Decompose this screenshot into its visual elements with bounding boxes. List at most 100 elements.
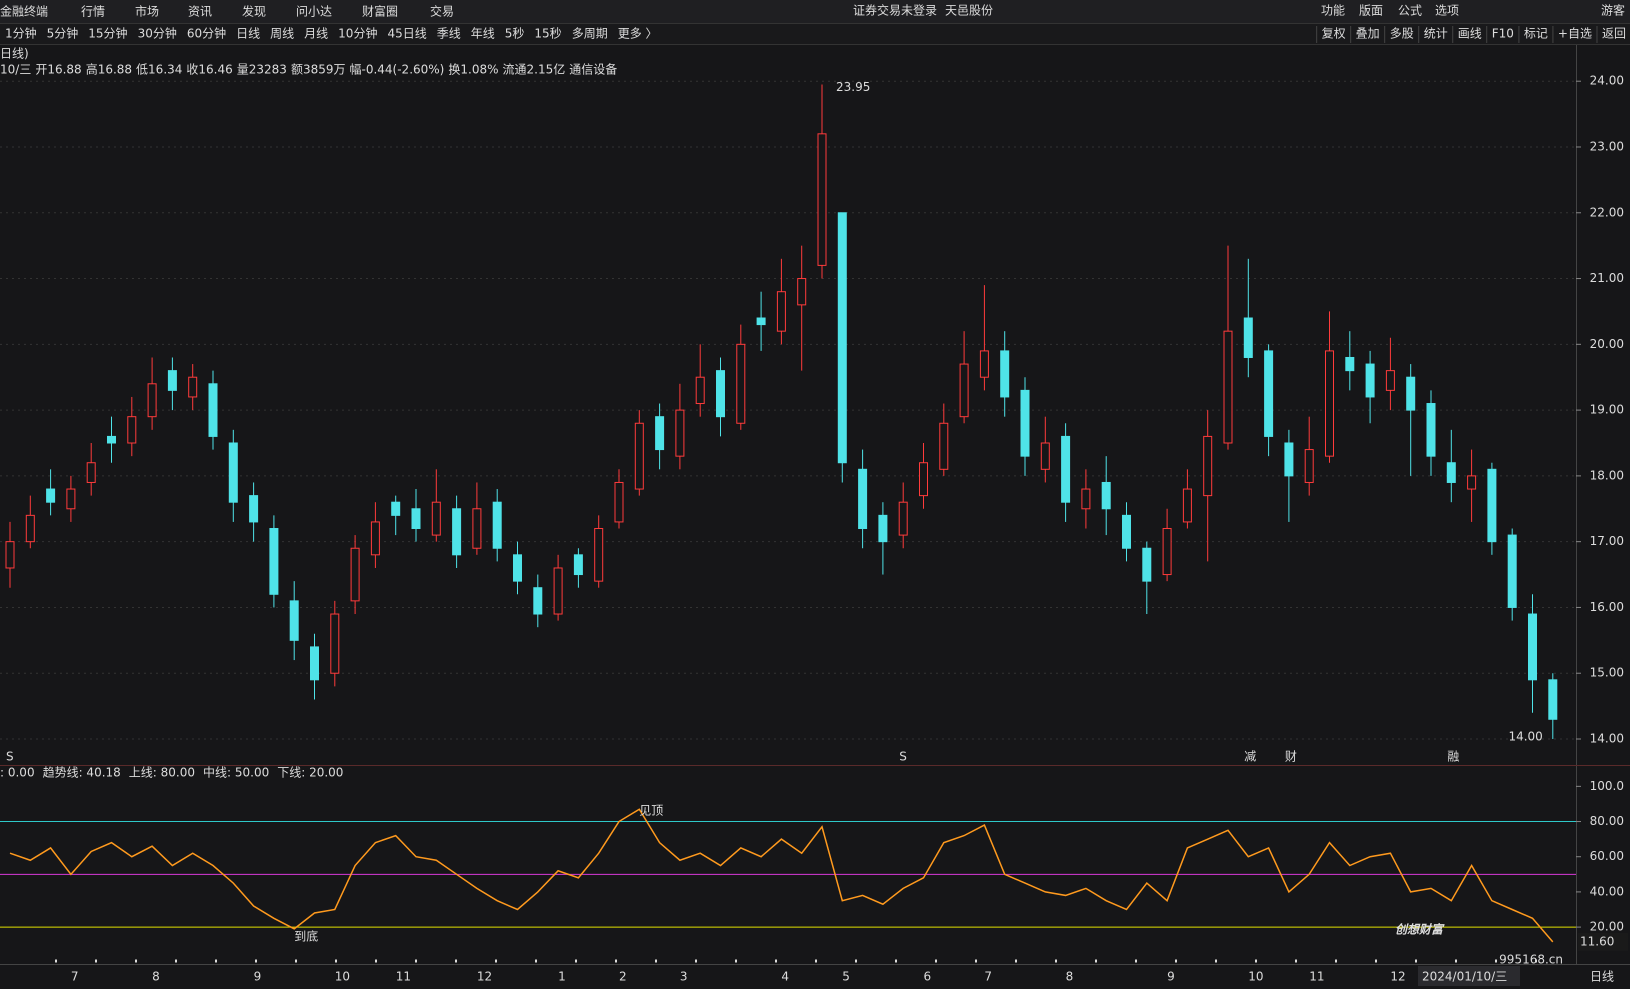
candle-body [1426, 403, 1436, 457]
right-menu-item[interactable]: 公式 [1398, 4, 1422, 18]
period-tab[interactable]: 15分钟 [88, 26, 127, 41]
candle-body [1223, 330, 1233, 444]
period-tab[interactable]: 更多 〉 [618, 27, 658, 41]
tool-button[interactable]: 标记 [1524, 27, 1548, 41]
y-tick-label: 60.00 [1590, 849, 1624, 863]
y-tick-label: 15.00 [1590, 666, 1624, 680]
right-menu-item[interactable]: 功能 [1321, 4, 1345, 18]
event-tag: 财 [1285, 750, 1297, 764]
period-tab[interactable]: 日线 [236, 27, 260, 41]
right-menu-item[interactable]: 选项 [1435, 4, 1459, 18]
y-tick-label: 14.00 [1590, 732, 1624, 746]
period-tab[interactable]: 30分钟 [138, 26, 177, 41]
candle-body [167, 370, 177, 391]
candle-body [1446, 462, 1456, 483]
candle-body [817, 133, 827, 266]
user[interactable]: 游客 [1601, 3, 1625, 18]
candle-body [1243, 317, 1253, 358]
tool-button[interactable]: 画线 [1458, 27, 1482, 41]
period-tab[interactable]: 多周期 [572, 27, 608, 41]
quote-field: 开16.88 [35, 63, 81, 77]
candle-body [472, 508, 482, 549]
candle-body [188, 376, 198, 398]
tool-button[interactable]: 多股 [1390, 27, 1414, 41]
menu-item[interactable]: 交易 [430, 4, 454, 19]
y-tick-label: 18.00 [1590, 468, 1624, 482]
period-tab[interactable]: 60分钟 [187, 26, 226, 41]
candle-body [25, 514, 35, 543]
signal-label: 到底 [294, 928, 318, 943]
menu-item[interactable]: 行情 [81, 5, 105, 19]
tool-button[interactable]: +自选 [1558, 27, 1592, 41]
candle-body [228, 442, 238, 503]
tool-button[interactable]: 复权 [1322, 27, 1346, 41]
candle-body [431, 501, 441, 536]
period-tab[interactable]: 45日线 [387, 27, 426, 41]
menu-item[interactable]: 金融终端 [0, 4, 48, 19]
candle-body [1385, 370, 1395, 391]
y-tick-label: 100.0 [1590, 779, 1624, 793]
candle-body [46, 488, 56, 503]
period-tab[interactable]: 月线 [304, 27, 328, 41]
period-tab[interactable]: 5秒 [505, 27, 525, 41]
last-box [1578, 932, 1628, 951]
period-tab[interactable]: 1分钟 [5, 26, 37, 41]
tool-button[interactable]: 叠加 [1356, 27, 1380, 41]
candle-body [1528, 613, 1537, 681]
candle-body [1467, 475, 1477, 490]
x-tick-label: 5 [842, 970, 850, 984]
period-tab[interactable]: 10分钟 [338, 26, 377, 41]
legend-item: 趋势线: 40.18 [43, 766, 121, 780]
x-tick-label: 1 [558, 970, 566, 984]
tool-button[interactable]: F10 [1492, 27, 1514, 41]
period-tab[interactable]: 5分钟 [47, 26, 79, 41]
candle-body [1264, 350, 1274, 437]
menu-item[interactable]: 市场 [135, 4, 159, 19]
menu-item[interactable]: 发现 [242, 4, 266, 19]
candle-body [492, 501, 502, 549]
y-tick-label: 20.00 [1590, 337, 1624, 351]
x-tick-label: 7 [71, 970, 79, 984]
y-tick-label: 23.00 [1590, 139, 1624, 153]
candle-body [1101, 481, 1111, 510]
quote-field: 通信设备 [569, 63, 617, 77]
quote-field: 低16.34 [136, 63, 182, 77]
period-tab[interactable]: 周线 [270, 27, 294, 41]
candle-body [1406, 376, 1416, 411]
candle-body [1487, 468, 1497, 543]
x-tick-label: 9 [1167, 970, 1175, 984]
menu-item[interactable]: 资讯 [188, 5, 212, 19]
y-tick-label: 22.00 [1590, 205, 1624, 219]
candle-body [370, 521, 380, 556]
toolbar [0, 24, 1630, 44]
menu-item[interactable]: 财富圈 [362, 4, 398, 19]
min-label: 14.00 [1508, 730, 1542, 744]
right-menu-item[interactable]: 版面 [1359, 4, 1383, 18]
quote-field: 换1.08% [448, 63, 498, 77]
date: 10/三 [0, 63, 31, 77]
candle-body [634, 422, 644, 490]
candle-body [1304, 449, 1314, 483]
x-tick-label: 2 [619, 970, 627, 984]
candle-body [614, 481, 624, 523]
y-tick-label: 40.00 [1590, 884, 1624, 898]
period-tab[interactable]: 15秒 [534, 27, 561, 41]
candle-body [208, 383, 218, 437]
tool-button[interactable]: 统计 [1424, 27, 1448, 41]
period-tab[interactable]: 季线 [437, 27, 461, 41]
legend-item: 下线: 20.00 [277, 766, 343, 780]
period-label: 日线) [0, 47, 29, 61]
candle-body [919, 462, 928, 497]
candle-body [1122, 514, 1131, 549]
candle-body [959, 363, 969, 418]
menu-item[interactable]: 问小达 [296, 5, 332, 19]
candle-body [837, 212, 847, 464]
candle-body [716, 370, 725, 418]
candle-body [391, 501, 401, 516]
candle-body [1284, 442, 1294, 477]
tool-button[interactable]: 返回 [1602, 27, 1626, 41]
y-tick-label: 24.00 [1590, 74, 1624, 88]
period-tab[interactable]: 年线 [471, 27, 495, 41]
y-tick-label: 20.00 [1590, 920, 1624, 934]
candle-body [513, 554, 522, 582]
